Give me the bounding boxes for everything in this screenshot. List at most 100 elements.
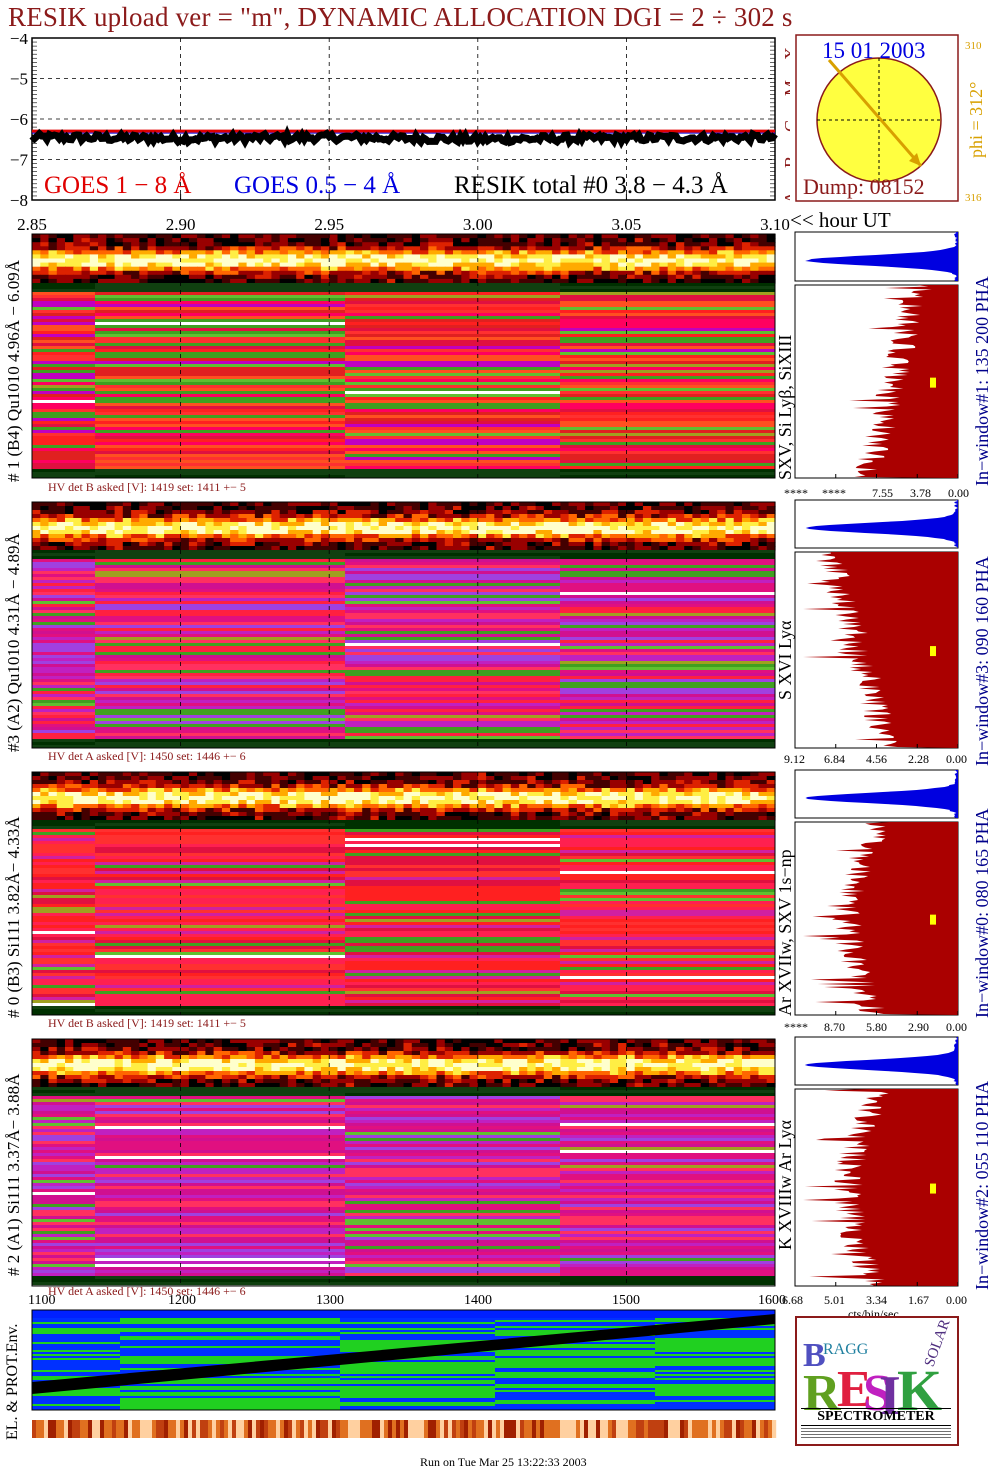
detector1-band-cell: [437, 263, 446, 268]
detector2-stripe: [95, 745, 345, 748]
detector3-band-cell: [346, 776, 355, 781]
detector1-stripe: [95, 298, 345, 301]
detector3-stripe: [345, 886, 560, 889]
detector3-band-cell: [767, 808, 776, 813]
detector3-band-cell: [288, 784, 297, 789]
detector3-band-cell: [164, 788, 173, 793]
detector4-band-cell: [139, 1063, 148, 1068]
detector1-band-cell: [238, 246, 247, 251]
detector4-band-cell: [478, 1071, 487, 1076]
detector3-band-cell: [610, 780, 619, 785]
detector2-band-cell: [585, 506, 594, 511]
detector4-band-cell: [65, 1047, 74, 1052]
detector3-band-cell: [148, 812, 157, 817]
detector2-band-cell: [717, 510, 726, 515]
detector3-band-cell: [470, 808, 479, 813]
detector4-band-cell: [750, 1039, 759, 1044]
detector4-band-cell: [280, 1071, 289, 1076]
detector4-band-cell: [247, 1043, 256, 1048]
detector2-band-cell: [123, 534, 132, 539]
detector1-band-cell: [635, 267, 644, 272]
detector3-band-cell: [618, 796, 627, 801]
detector4-band-cell: [139, 1055, 148, 1060]
detector1-band-cell: [115, 254, 124, 259]
detector1-band-cell: [643, 242, 652, 247]
detector3-band-cell: [602, 788, 611, 793]
detector4-band-cell: [371, 1047, 380, 1052]
detector3-stripe: [560, 889, 775, 892]
detector3-band-cell: [412, 804, 421, 809]
detector1-band-cell: [742, 234, 751, 239]
detector1-band-cell: [519, 259, 528, 264]
detector1-band-cell: [296, 250, 305, 255]
detector4-band-cell: [172, 1055, 181, 1060]
detector3-band-cell: [82, 784, 91, 789]
detector2-band-cell: [585, 542, 594, 547]
detector2-band-cell: [734, 518, 743, 523]
detector2-band-cell: [742, 534, 751, 539]
detector2-stripe: [32, 625, 95, 628]
detector4-band-cell: [759, 1047, 768, 1052]
detector1-band-cell: [148, 271, 157, 276]
detector3-stripe: [560, 1006, 775, 1009]
detector1-band-cell: [106, 267, 115, 272]
detector2-band-cell: [536, 546, 545, 551]
detector1-band-cell: [156, 275, 165, 280]
detector3-band-cell: [255, 784, 264, 789]
detector1-band-cell: [230, 238, 239, 243]
detector1-stripe: [560, 355, 775, 358]
detector2-band-cell: [255, 506, 264, 511]
detector1-band-cell: [767, 271, 776, 276]
detector1-band-cell: [156, 234, 165, 239]
detector2-band-cell: [618, 530, 627, 535]
detector2-band-cell: [750, 510, 759, 515]
detector1-band-cell: [214, 279, 223, 284]
detector2-band-cell: [230, 534, 239, 539]
detector1-band-cell: [701, 263, 710, 268]
detector2-band-cell: [643, 534, 652, 539]
detector1-band-cell: [98, 242, 107, 247]
detector2-band-cell: [494, 514, 503, 519]
detector2-band-cell: [82, 514, 91, 519]
detector3-band-cell: [57, 772, 66, 777]
detector3-band-cell: [271, 784, 280, 789]
detector3-stripe: [560, 961, 775, 964]
detector3-band-cell: [321, 800, 330, 805]
detector1-stripe: [345, 298, 560, 301]
detector2-band-cell: [197, 514, 206, 519]
detector1-band-cell: [362, 271, 371, 276]
detector2-band-cell: [296, 546, 305, 551]
detector2-band-cell: [453, 530, 462, 535]
detector1-band-cell: [726, 259, 735, 264]
detector2-band-cell: [437, 506, 446, 511]
detector2-band-cell: [593, 514, 602, 519]
detector4-band-cell: [602, 1063, 611, 1068]
detector2-band-cell: [189, 546, 198, 551]
detector2-stripe: [32, 679, 95, 682]
detector1-frame: [32, 234, 775, 478]
detector3-stripe: [345, 982, 560, 985]
detector3-band-cell: [354, 812, 363, 817]
detector1-band-cell: [437, 259, 446, 264]
detector3-band-cell: [734, 816, 743, 821]
detector2-band-cell: [412, 526, 421, 531]
detector2-band-cell: [635, 510, 644, 515]
detector2-stripe: [560, 703, 775, 706]
detector2-stripe: [345, 619, 560, 622]
detector1-band-cell: [726, 275, 735, 280]
detector2-band-cell: [230, 542, 239, 547]
detector1-band-cell: [478, 263, 487, 268]
detector2-stripe: [560, 706, 775, 709]
detector3-band-cell: [90, 812, 99, 817]
detector3-band-cell: [651, 784, 660, 789]
detector1-band-cell: [437, 234, 446, 239]
detector2-band-cell: [280, 542, 289, 547]
detector3-band-cell: [767, 780, 776, 785]
detector1-band-cell: [585, 254, 594, 259]
detector3-band-cell: [362, 776, 371, 781]
detector1-band-cell: [759, 246, 768, 251]
detector3-band-cell: [503, 804, 512, 809]
detector3-band-cell: [759, 776, 768, 781]
detector4-band-cell: [131, 1051, 140, 1056]
detector4-band-cell: [643, 1059, 652, 1064]
